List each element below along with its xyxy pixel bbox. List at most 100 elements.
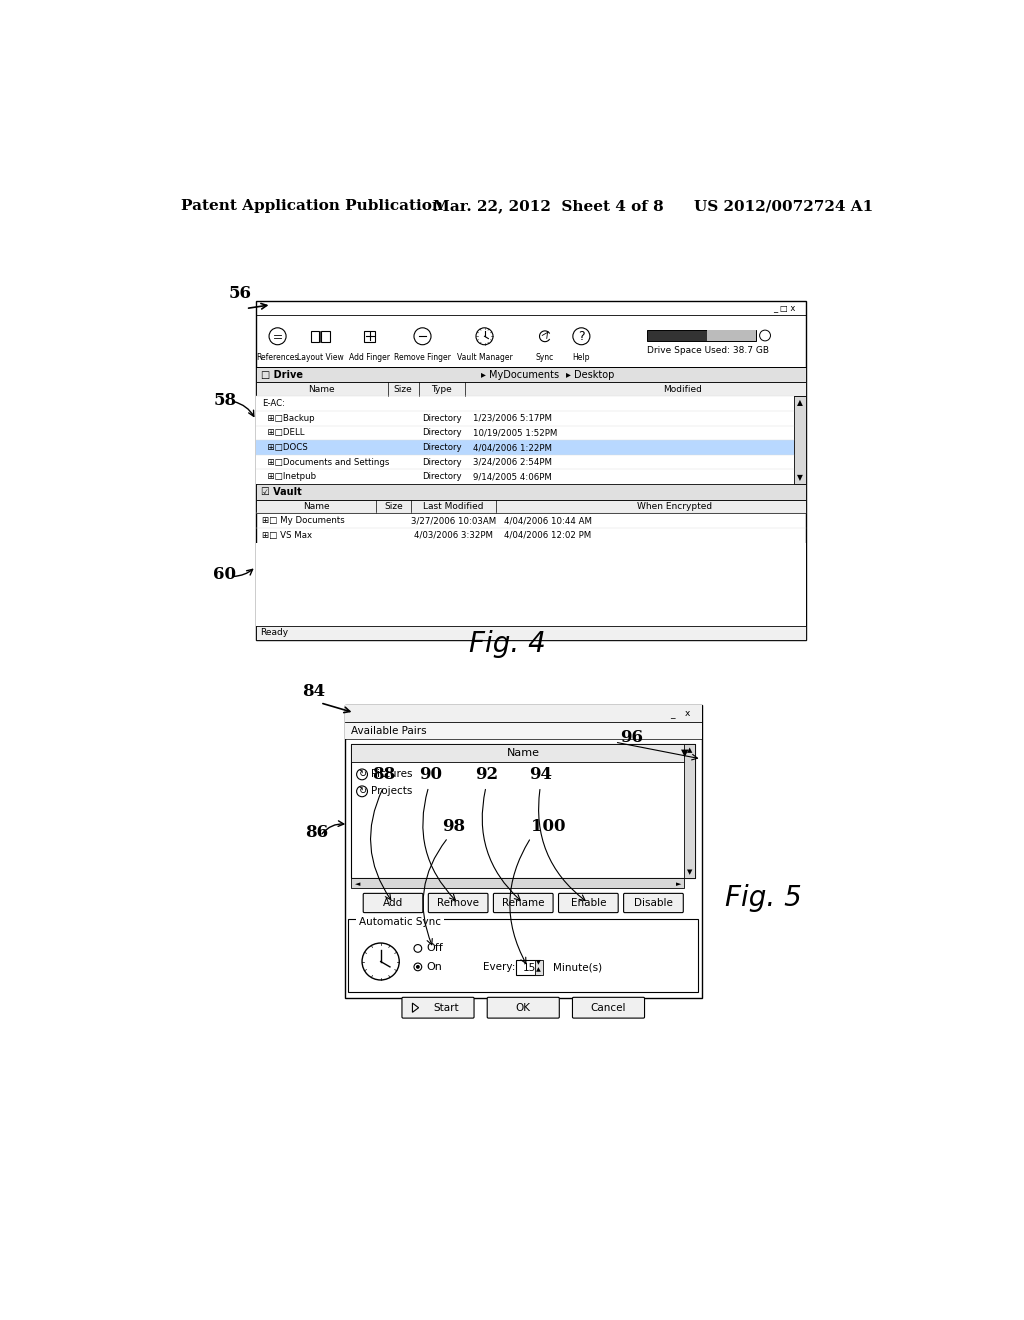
Text: ▼: ▼ — [537, 961, 541, 965]
Text: Layout View: Layout View — [297, 354, 344, 362]
Bar — [535, 960, 543, 975]
Text: 4/04/2006 1:22PM: 4/04/2006 1:22PM — [473, 444, 552, 451]
Text: ►: ► — [676, 880, 681, 887]
Text: 4/04/2006 10:44 AM: 4/04/2006 10:44 AM — [504, 516, 592, 525]
Bar — [345, 705, 701, 998]
Text: Available Pairs: Available Pairs — [351, 726, 427, 737]
Bar — [647, 330, 756, 341]
Text: ⊞□Documents and Settings: ⊞□Documents and Settings — [262, 458, 389, 467]
Text: Projects: Projects — [372, 787, 413, 796]
Text: _ □ x: _ □ x — [773, 304, 796, 313]
Bar — [256, 396, 794, 411]
Text: Start: Start — [433, 1003, 459, 1012]
Text: Off: Off — [426, 944, 443, 953]
Text: ▲: ▲ — [687, 747, 692, 752]
Text: 15: 15 — [523, 962, 537, 973]
Text: Add Finger: Add Finger — [349, 354, 390, 362]
Text: Cancel: Cancel — [591, 1003, 627, 1012]
Text: 3/27/2006 10:03AM: 3/27/2006 10:03AM — [411, 516, 496, 525]
Text: 92: 92 — [475, 766, 499, 783]
Text: Patent Application Publication: Patent Application Publication — [180, 199, 442, 213]
Text: US 2012/0072724 A1: US 2012/0072724 A1 — [693, 199, 873, 213]
Text: □ Drive: □ Drive — [260, 370, 302, 380]
Text: Fig. 4: Fig. 4 — [469, 630, 546, 657]
Text: ⊞□DOCS: ⊞□DOCS — [262, 444, 308, 451]
Text: On: On — [426, 962, 442, 972]
Text: Remove: Remove — [437, 898, 479, 908]
FancyBboxPatch shape — [487, 998, 559, 1018]
Text: Rename: Rename — [502, 898, 545, 908]
Text: Minute(s): Minute(s) — [553, 962, 602, 973]
Text: Drive Space Used: 38.7 GB: Drive Space Used: 38.7 GB — [647, 346, 769, 355]
FancyBboxPatch shape — [494, 894, 553, 912]
Text: Size: Size — [394, 385, 413, 393]
Text: ▸ MyDocuments: ▸ MyDocuments — [480, 370, 559, 380]
Bar — [256, 455, 794, 470]
Text: References: References — [256, 354, 299, 362]
Circle shape — [416, 965, 420, 969]
Text: ▲: ▲ — [797, 399, 803, 407]
Text: 88: 88 — [372, 766, 395, 783]
Text: Name: Name — [308, 385, 335, 393]
Bar — [256, 411, 794, 425]
Bar — [348, 919, 698, 993]
Text: x: x — [685, 709, 690, 718]
Bar — [256, 499, 806, 513]
Text: ↻: ↻ — [358, 770, 367, 779]
Text: Disable: Disable — [634, 898, 673, 908]
Text: 96: 96 — [621, 729, 643, 746]
Text: ▼: ▼ — [797, 474, 803, 482]
Text: Type: Type — [431, 385, 453, 393]
Text: ↻: ↻ — [358, 787, 367, 796]
Bar — [365, 331, 375, 342]
Bar — [256, 441, 794, 455]
Text: 98: 98 — [442, 818, 465, 836]
Text: ⊞□Inetpub: ⊞□Inetpub — [262, 473, 316, 482]
Text: Directory: Directory — [422, 413, 462, 422]
Bar — [256, 367, 806, 383]
Text: ◄: ◄ — [354, 880, 360, 887]
FancyBboxPatch shape — [402, 998, 474, 1018]
Text: 9/14/2005 4:06PM: 9/14/2005 4:06PM — [473, 473, 552, 482]
Text: Directory: Directory — [422, 429, 462, 437]
Bar — [345, 722, 701, 739]
Text: Vault Manager: Vault Manager — [457, 354, 512, 362]
Text: When Encrypted: When Encrypted — [637, 502, 712, 511]
FancyBboxPatch shape — [364, 894, 423, 912]
Text: Enable: Enable — [570, 898, 606, 908]
Text: Help: Help — [572, 354, 590, 362]
Text: E-AC:: E-AC: — [262, 399, 285, 408]
Text: 94: 94 — [529, 766, 553, 783]
Text: 10/19/2005 1:52PM: 10/19/2005 1:52PM — [473, 429, 557, 437]
Text: Mar. 22, 2012  Sheet 4 of 8: Mar. 22, 2012 Sheet 4 of 8 — [432, 199, 664, 213]
Text: ▼: ▼ — [681, 748, 688, 758]
Bar — [256, 543, 806, 626]
Bar — [256, 383, 806, 396]
Text: Automatic Sync: Automatic Sync — [359, 917, 441, 927]
Text: 4/03/2006 3:32PM: 4/03/2006 3:32PM — [414, 531, 493, 540]
Text: ⊞□ My Documents: ⊞□ My Documents — [262, 516, 345, 525]
Bar — [310, 331, 319, 342]
Text: 1/23/2006 5:17PM: 1/23/2006 5:17PM — [473, 413, 552, 422]
Text: ☑ Vault: ☑ Vault — [260, 487, 301, 496]
Text: Pictures: Pictures — [372, 770, 413, 779]
FancyBboxPatch shape — [428, 894, 488, 912]
Bar — [794, 396, 806, 484]
Text: ⊞□DELL: ⊞□DELL — [262, 429, 304, 437]
Text: ▸ Desktop: ▸ Desktop — [566, 370, 614, 380]
Text: 86: 86 — [305, 824, 328, 841]
FancyBboxPatch shape — [624, 894, 683, 912]
Text: Ready: Ready — [260, 628, 288, 638]
Bar — [684, 743, 695, 878]
Text: 100: 100 — [531, 818, 565, 836]
Bar — [351, 743, 695, 878]
Text: Sync: Sync — [536, 354, 554, 362]
Text: 60: 60 — [213, 566, 237, 582]
Text: ?: ? — [579, 330, 585, 343]
Text: 4/04/2006 12:02 PM: 4/04/2006 12:02 PM — [504, 531, 591, 540]
Bar — [322, 331, 330, 342]
Bar — [351, 743, 695, 762]
Text: ▼: ▼ — [687, 869, 692, 875]
Bar — [256, 470, 794, 484]
Text: Directory: Directory — [422, 444, 462, 451]
